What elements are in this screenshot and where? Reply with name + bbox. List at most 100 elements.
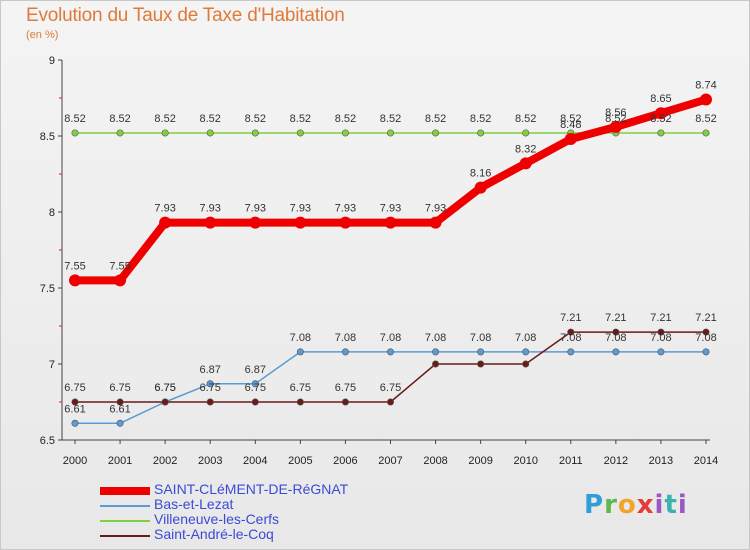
data-point	[474, 181, 487, 194]
legend-item: Saint-André-le-Coq	[100, 526, 430, 543]
data-label: 7.08	[290, 332, 311, 344]
legend-swatch	[100, 487, 150, 495]
data-point	[341, 398, 349, 406]
data-label: 6.75	[245, 382, 266, 394]
data-point	[522, 360, 530, 368]
data-point	[519, 157, 532, 170]
data-label: 7.08	[560, 332, 581, 344]
y-tick-label: 6.5	[40, 435, 55, 447]
data-point	[702, 129, 710, 137]
data-point	[341, 348, 349, 356]
x-tick-label: 2004	[243, 455, 267, 467]
data-point	[69, 274, 81, 287]
data-point	[386, 129, 394, 137]
data-point	[71, 398, 79, 406]
data-label: 7.21	[605, 312, 626, 324]
data-point	[609, 120, 622, 133]
value-labels: 7.55 7.55 7.93 7.93 7.93 7.93 7.93 7.93 7.93 8.16…	[64, 80, 716, 416]
data-label: 7.93	[245, 203, 266, 215]
data-label: 8.52	[695, 113, 716, 125]
x-tick-label: 2009	[468, 455, 492, 467]
data-label: 8.56	[605, 107, 626, 119]
data-label: 8.74	[695, 80, 716, 92]
x-tick-label: 2002	[153, 455, 177, 467]
data-label: 8.52	[470, 113, 491, 125]
axes: 6.5 7 7.5 8 8.5 9 2000 2001 2002 2003 2004 2005 2006…	[40, 55, 719, 467]
data-point	[116, 129, 124, 137]
y-tick-label: 8.5	[40, 131, 55, 143]
data-label: 6.75	[335, 382, 356, 394]
x-tick-label: 2000	[63, 455, 87, 467]
x-tick-label: 2011	[559, 455, 583, 467]
x-tick-label: 2007	[378, 455, 402, 467]
data-point	[206, 398, 214, 406]
legend-label: Saint-André-le-Coq	[154, 526, 274, 542]
data-label: 6.75	[380, 382, 401, 394]
data-point	[432, 360, 440, 368]
data-label: 6.75	[200, 382, 221, 394]
data-point	[700, 93, 712, 106]
data-label: 6.75	[154, 382, 175, 394]
series-points	[69, 93, 712, 427]
x-tick-label: 2003	[198, 455, 222, 467]
data-label: 6.87	[245, 364, 266, 376]
data-label: 8.52	[560, 113, 581, 125]
data-point	[71, 419, 79, 427]
legend-swatch	[100, 520, 150, 522]
data-point	[522, 129, 530, 137]
x-tick-label: 2006	[333, 455, 357, 467]
data-point	[71, 129, 79, 137]
data-label: 7.93	[290, 203, 311, 215]
data-label: 7.08	[380, 332, 401, 344]
data-point	[249, 216, 262, 229]
data-label: 8.48	[560, 119, 581, 131]
x-tick-label: 2014	[694, 455, 718, 467]
data-label: 8.16	[470, 168, 491, 180]
data-label: 7.93	[200, 203, 221, 215]
data-label: 6.61	[64, 403, 85, 415]
data-label: 7.21	[560, 312, 581, 324]
data-label: 7.08	[695, 332, 716, 344]
x-tick-label: 2005	[288, 455, 312, 467]
legend-swatch	[100, 505, 150, 507]
data-label: 6.75	[109, 382, 130, 394]
x-tick-label: 2010	[513, 455, 537, 467]
data-point	[386, 398, 394, 406]
data-point	[567, 328, 575, 336]
data-label: 8.52	[200, 113, 221, 125]
data-point	[477, 348, 485, 356]
data-point	[429, 216, 442, 229]
data-label: 7.21	[650, 312, 671, 324]
data-label: 7.21	[695, 312, 716, 324]
data-point	[296, 129, 304, 137]
data-label: 8.52	[290, 113, 311, 125]
data-label: 8.52	[515, 113, 536, 125]
data-point	[161, 398, 169, 406]
data-point	[339, 216, 352, 229]
x-tick-label: 2008	[423, 455, 447, 467]
data-point	[564, 133, 577, 146]
data-label: 8.52	[245, 113, 266, 125]
data-label: 7.93	[335, 203, 356, 215]
data-label: 7.08	[335, 332, 356, 344]
data-point	[161, 129, 169, 137]
x-tick-label: 2001	[108, 455, 132, 467]
data-label: 8.52	[64, 113, 85, 125]
data-point	[114, 274, 127, 287]
x-tick-label: 2012	[604, 455, 628, 467]
data-point	[612, 348, 620, 356]
data-point	[702, 328, 710, 336]
data-point	[296, 348, 304, 356]
data-point	[116, 419, 124, 427]
data-label: 6.75	[64, 382, 85, 394]
y-tick-label: 8	[49, 207, 55, 219]
y-tick-label: 7.5	[40, 283, 55, 295]
data-label: 8.52	[109, 113, 130, 125]
chart-title: Evolution du Taux de Taxe d'Habitation	[26, 5, 345, 26]
data-point	[384, 216, 397, 229]
y-tick-label: 9	[49, 55, 55, 67]
data-point	[657, 328, 665, 336]
data-label: 8.52	[650, 113, 671, 125]
legend-item: SAINT-CLéMENT-DE-RéGNAT	[100, 481, 430, 498]
